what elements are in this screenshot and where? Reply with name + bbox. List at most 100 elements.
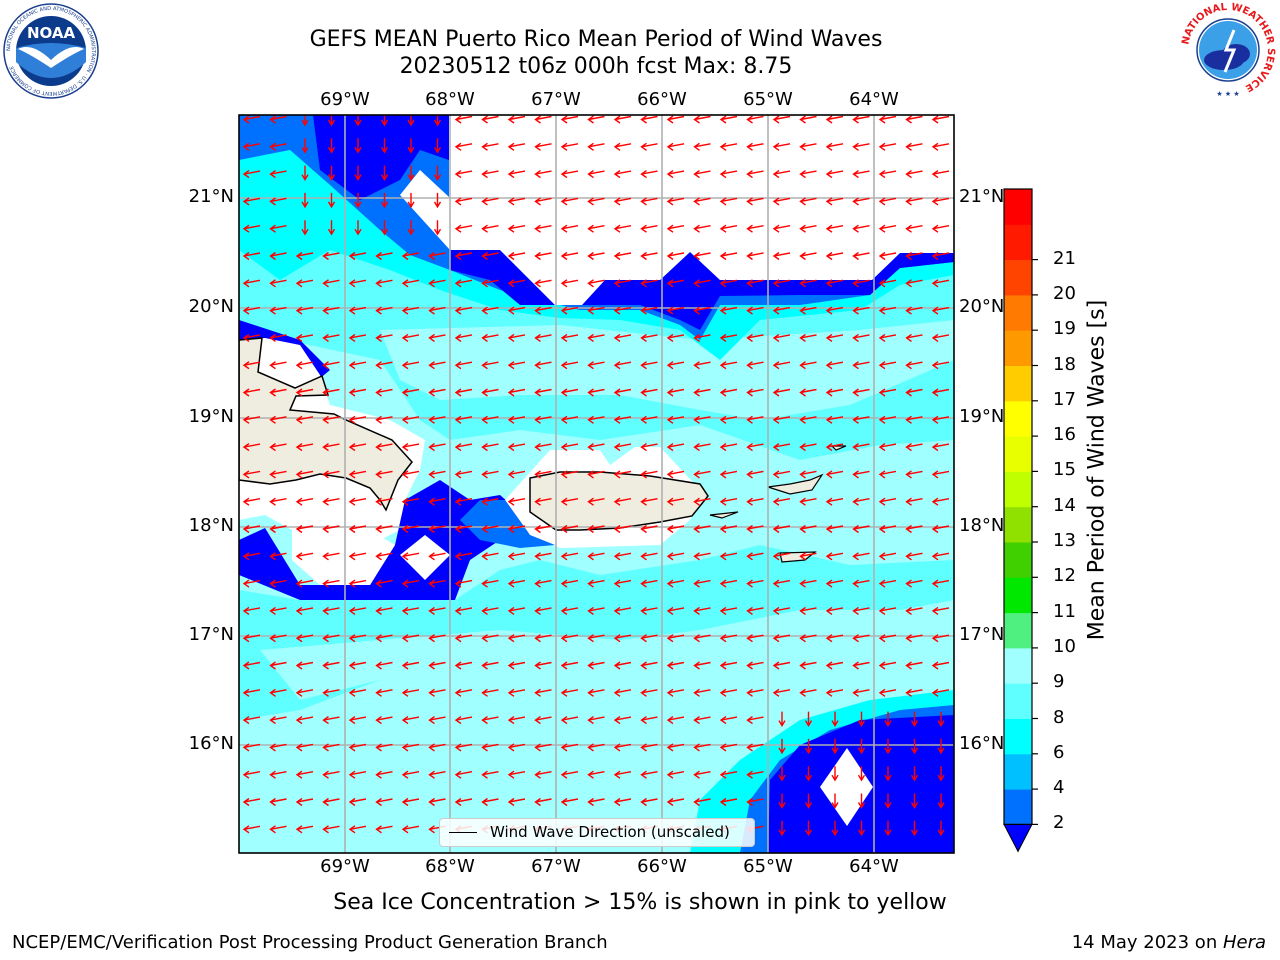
wind-wave-arrow (719, 716, 738, 725)
colorbar-tick-label: 4 (1053, 777, 1065, 799)
wind-wave-arrow (534, 524, 552, 534)
wind-wave-arrow (878, 524, 897, 534)
wind-wave-arrow (772, 443, 791, 452)
colorbar-segment (1004, 718, 1032, 755)
wind-wave-arrow (454, 279, 473, 288)
wind-wave-arrow (507, 142, 526, 151)
wind-wave-arrow (375, 251, 393, 261)
wind-wave-arrow (560, 606, 579, 615)
colorbar-segment (1004, 330, 1032, 366)
wind-wave-arrow (640, 497, 658, 506)
lat-label-right: 17°N (959, 624, 1005, 645)
wind-wave-arrow (931, 579, 950, 588)
wind-wave-arrow (772, 115, 791, 124)
wind-wave-arrow (746, 142, 764, 151)
wind-wave-arrow (719, 388, 738, 397)
wind-wave-arrow (799, 470, 817, 479)
land-hispaniola (239, 337, 413, 512)
wind-wave-arrow (831, 793, 839, 809)
wind-wave-arrow (746, 224, 764, 233)
wind-wave-arrow (295, 333, 314, 342)
wind-wave-arrow (481, 497, 499, 506)
wind-wave-arrow (746, 661, 764, 670)
lat-label-left: 17°N (188, 624, 234, 645)
wind-wave-arrow (825, 170, 844, 179)
wind-wave-arrow (481, 388, 499, 397)
wind-wave-arrow (269, 361, 287, 370)
wind-wave-arrow (878, 443, 897, 452)
wind-wave-arrow (825, 279, 844, 288)
wind-wave-arrow (242, 279, 261, 288)
wind-wave-arrow (587, 142, 605, 151)
wind-wave-arrow (507, 333, 526, 342)
wind-wave-arrow (269, 497, 287, 506)
wind-wave-arrow (878, 251, 897, 261)
wind-wave-arrow (587, 743, 605, 752)
wind-wave-arrow (937, 820, 945, 837)
lon-label-bottom: 65°W (743, 856, 793, 877)
wind-wave-arrow (878, 634, 897, 643)
wind-wave-arrow (507, 579, 526, 588)
colorbar-tick-label: 11 (1053, 600, 1076, 622)
wind-wave-arrow (693, 443, 711, 452)
wind-wave-arrow (825, 333, 844, 342)
wind-wave-arrow (693, 579, 711, 588)
wind-wave-arrow (931, 415, 950, 424)
colorbar-tick-label: 10 (1053, 635, 1076, 657)
wind-wave-arrow (242, 606, 261, 615)
colorbar-segment (1004, 683, 1032, 719)
wind-wave-arrow (746, 361, 764, 370)
wind-wave-arrow (301, 192, 309, 209)
wind-wave-arrow (587, 224, 605, 233)
wind-wave-arrow (640, 251, 658, 261)
wind-wave-arrow (481, 552, 499, 561)
wind-wave-arrow (481, 688, 499, 697)
wind-wave-arrow (375, 743, 393, 752)
wind-wave-arrow (242, 524, 261, 534)
colorbar-tick-label: 17 (1053, 388, 1076, 410)
wind-wave-arrow (931, 497, 950, 506)
wind-wave-arrow (825, 306, 844, 315)
wind-wave-arrow (560, 524, 579, 534)
colorbar-segment (1004, 753, 1032, 790)
wind-wave-arrow (666, 306, 685, 315)
lon-label-top: 66°W (637, 89, 687, 110)
wind-wave-arrow (375, 716, 393, 725)
wind-wave-arrow (587, 770, 605, 779)
colorbar-tick-label: 2 (1053, 812, 1065, 834)
wind-wave-arrow (905, 170, 923, 179)
wind-wave-arrow (454, 470, 473, 479)
wind-wave-arrow (852, 306, 870, 315)
wind-wave-arrow (560, 361, 579, 370)
wind-wave-arrow (534, 279, 552, 288)
wind-wave-arrow (534, 224, 552, 233)
wind-wave-arrow (799, 306, 817, 315)
wind-wave-arrow (295, 743, 314, 752)
wind-wave-arrow (481, 443, 499, 452)
wind-wave-arrow (407, 138, 415, 154)
wind-wave-arrow (905, 688, 923, 697)
wind-wave-arrow (857, 711, 866, 727)
wind-wave-arrow (507, 770, 526, 779)
wind-wave-arrow (884, 820, 892, 837)
wind-wave-arrow (772, 306, 791, 315)
wind-wave-arrow (666, 716, 685, 725)
wind-wave-arrow (825, 115, 844, 124)
wind-wave-arrow (640, 388, 658, 397)
wind-wave-arrow (507, 470, 526, 479)
wind-wave-arrow (242, 115, 261, 124)
wind-wave-arrow (322, 279, 340, 288)
wind-wave-arrow (428, 279, 446, 288)
wind-wave-arrow (295, 825, 314, 834)
wind-wave-arrow (905, 333, 923, 342)
wind-wave-arrow (746, 306, 764, 315)
wind-wave-arrow (825, 470, 844, 479)
wind-wave-arrow (560, 579, 579, 588)
noaa-logo: NATIONAL OCEANIC AND ATMOSPHERIC ADMINIS… (3, 3, 99, 99)
wind-wave-arrow (295, 279, 314, 288)
wind-wave-arrow (375, 361, 393, 370)
wind-wave-arrow (640, 634, 658, 643)
wind-wave-arrow (693, 388, 711, 397)
wind-wave-arrow (481, 197, 499, 206)
wind-wave-arrow (693, 170, 711, 179)
